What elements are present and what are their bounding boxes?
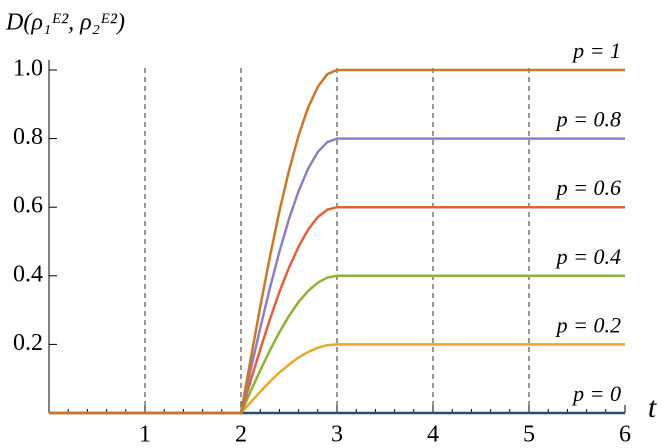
x-tick-label: 6	[619, 422, 631, 448]
series-label: p = 1	[571, 38, 621, 63]
series-label: p = 0.6	[555, 175, 621, 200]
y-axis-label: D(ρ₁ᴱ², ρ₂ᴱ²)	[5, 10, 125, 36]
series-label: p = 0	[571, 381, 621, 406]
series-line	[49, 205, 625, 415]
x-tick-label: 4	[427, 422, 439, 448]
y-tick-label: 0.2	[13, 330, 43, 356]
y-tick-label: 0.8	[13, 124, 43, 150]
x-tick-label: 2	[235, 422, 247, 448]
x-tick-label: 5	[523, 422, 535, 448]
series-line	[49, 274, 625, 415]
series-line	[49, 343, 625, 415]
y-tick-label: 0.4	[13, 261, 43, 287]
series-line	[49, 68, 625, 415]
x-tick-label: 1	[139, 422, 151, 448]
y-tick-label: 1.0	[13, 56, 43, 82]
y-tick-label: 0.6	[13, 193, 43, 219]
series-label: p = 0.4	[555, 244, 621, 269]
series-line	[49, 137, 625, 415]
series-label: p = 0.8	[555, 107, 621, 132]
series-label: p = 0.2	[555, 312, 621, 337]
x-axis-label: t	[648, 391, 657, 424]
x-tick-label: 3	[331, 422, 343, 448]
